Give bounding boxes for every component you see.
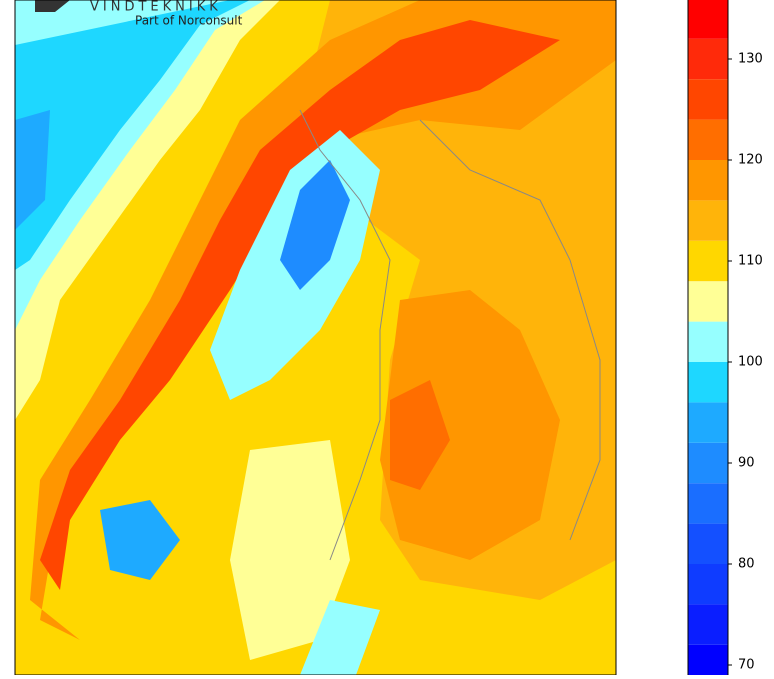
logo-name: VINDTEKNIKK: [90, 0, 222, 15]
colorbar-tick-label: 70: [738, 658, 755, 673]
colorbar-band: [688, 200, 728, 241]
colorbar-band: [688, 0, 728, 39]
colorbar-band: [688, 402, 728, 443]
map: VINDTEKNIKK Part of Norconsult: [15, 0, 616, 675]
sea-open: [15, 0, 250, 270]
sweden-south: [230, 440, 350, 660]
colorbar-tick-label: 120: [738, 153, 763, 168]
sweden-coast: [300, 600, 380, 675]
logo-mark: [35, 0, 70, 12]
colorbar-band: [688, 523, 728, 564]
colorbar-band: [688, 362, 728, 403]
border: [299, 109, 391, 561]
colorbar-band: [688, 119, 728, 160]
colorbar-band: [688, 564, 728, 605]
plateau-blue: [280, 160, 350, 290]
finland-peak: [390, 380, 450, 490]
colorbar-tick-label: 110: [738, 254, 763, 269]
finland-high: [380, 290, 560, 560]
colorbar-band: [688, 79, 728, 120]
colorbar: 70 80 90 100 110 120 130: [687, 0, 763, 679]
colorbar-band: [688, 240, 728, 282]
south-blue: [100, 500, 180, 580]
colorbar-frame: [687, 0, 729, 679]
colorbar-band: [688, 38, 728, 80]
colorbar-band: [688, 281, 728, 322]
colorbar-tick-label: 100: [738, 355, 763, 370]
logo-tagline: Part of Norconsult: [135, 14, 243, 28]
colorbar-band: [688, 321, 728, 362]
colorbar-band: [688, 160, 728, 201]
colorbar-band: [688, 644, 728, 679]
colorbar-band: [688, 442, 728, 484]
ridge: [40, 20, 560, 590]
colorbar-tick-label: 130: [738, 52, 763, 67]
colorbar-tick-label: 90: [738, 456, 755, 471]
colorbar-tick-label: 80: [738, 557, 755, 572]
colorbar-band: [688, 604, 728, 645]
border: [419, 119, 601, 541]
sea-deep: [15, 110, 50, 230]
colorbar-band: [688, 483, 728, 524]
